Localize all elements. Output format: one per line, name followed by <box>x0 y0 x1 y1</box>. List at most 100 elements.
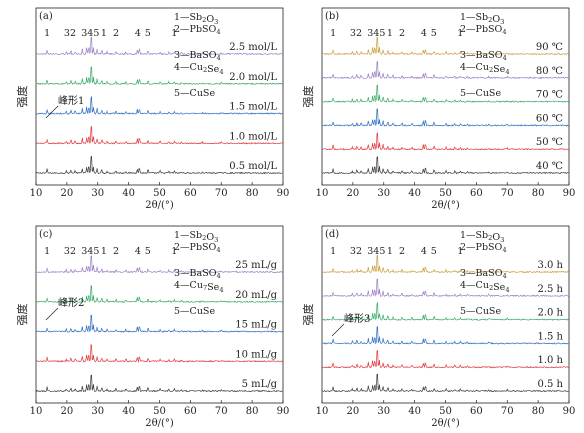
peak-marker: 1 <box>457 246 463 257</box>
panel-c: 10 20 30 40 50 60 70 80 90 2θ/(°) 强度 5 mL/g 10 mL/g 1… <box>15 225 290 429</box>
series-label: 20 mL/g <box>235 290 277 301</box>
x-tick-label: 80 <box>246 188 259 199</box>
series-line-1 <box>321 132 569 151</box>
series-label: 0.5 h <box>537 379 563 390</box>
x-tick-label: 20 <box>347 406 360 417</box>
x-tick-label: 50 <box>439 406 452 417</box>
x-tick-label: 80 <box>246 406 259 417</box>
x-tick-label: 20 <box>347 188 360 199</box>
peak-marker: 4 <box>421 28 427 39</box>
legend-entry: 3—BaSO4 <box>174 268 221 280</box>
series-label: 5 mL/g <box>242 379 278 390</box>
peak-marker: 345 <box>81 246 99 257</box>
x-tick-label: 60 <box>184 406 197 417</box>
legend-entry: 1—Sb2O3 <box>460 230 504 244</box>
peak-marker: 1 <box>387 28 393 39</box>
panel-label: (b) <box>325 11 339 22</box>
series-label: 1.5 h <box>537 331 563 342</box>
x-tick-label: 10 <box>316 406 329 417</box>
panel-a: 10 20 30 40 50 60 70 80 90 2θ/(°) 强度 0.5 mol/L 1.0 m… <box>15 7 289 211</box>
peak-marker: 2 <box>399 246 405 257</box>
series-line-4 <box>321 60 569 80</box>
legend-entry: 4—Cu2Se4 <box>174 62 224 76</box>
x-tick-label: 40 <box>122 188 135 199</box>
peak-marker: 345 <box>367 28 385 39</box>
series-label: 80 ℃ <box>536 66 563 77</box>
peak-marker: 4 <box>421 246 427 257</box>
x-tick-label: 50 <box>439 188 452 199</box>
legend-entry: 2—PbSO4 <box>460 24 507 36</box>
series-line-0 <box>35 374 283 393</box>
x-tick-label: 70 <box>501 188 514 199</box>
series-line-3 <box>321 301 569 321</box>
x-tick-label: 10 <box>30 188 43 199</box>
legend-entry: 3—BaSO4 <box>174 50 221 62</box>
series-line-1 <box>35 343 283 363</box>
series-line-0 <box>321 156 569 175</box>
legend-entry: 5—CuSe <box>174 306 215 317</box>
x-tick-label: 20 <box>61 188 74 199</box>
panel-label: (c) <box>39 229 53 240</box>
x-tick-label: 10 <box>316 188 329 199</box>
y-axis-title: 强度 <box>15 304 29 326</box>
legend-entry: 1—Sb2O3 <box>174 230 218 244</box>
x-tick-label: 60 <box>470 188 483 199</box>
x-tick-label: 30 <box>377 188 390 199</box>
series-line-4 <box>321 278 569 298</box>
x-tick-label: 10 <box>30 406 43 417</box>
series-line-2 <box>35 314 283 333</box>
peak-marker: 5 <box>145 28 151 39</box>
x-tick-label: 70 <box>215 188 228 199</box>
legend-entry: 4—Cu2Se4 <box>460 62 510 76</box>
peak-marker: 1 <box>44 28 50 39</box>
peak-marker: 1 <box>330 28 336 39</box>
x-tick-label: 70 <box>215 406 228 417</box>
peak-marker: 32 <box>64 28 76 39</box>
series-label: 50 ℃ <box>536 137 563 148</box>
x-axis-title: 2θ/(°) <box>431 200 460 211</box>
x-tick-label: 40 <box>408 188 421 199</box>
annotation-pointer <box>45 307 59 321</box>
annotation-pointer <box>331 323 345 337</box>
x-tick-label: 40 <box>408 406 421 417</box>
series-line-5 <box>321 254 569 274</box>
peak-marker: 5 <box>431 246 437 257</box>
peak-marker: 4 <box>135 28 141 39</box>
series-line-1 <box>321 349 569 369</box>
legend-entry: 2—PbSO4 <box>174 24 221 36</box>
series-label: 10 mL/g <box>235 349 277 360</box>
x-tick-label: 60 <box>184 188 197 199</box>
x-tick-label: 80 <box>532 188 545 199</box>
peak-marker: 1 <box>457 28 463 39</box>
x-tick-label: 90 <box>563 406 576 417</box>
peak-marker: 1 <box>101 246 107 257</box>
peak-marker: 1 <box>171 28 177 39</box>
peak-marker: 1 <box>330 246 336 257</box>
legend-entry: 5—CuSe <box>174 88 215 99</box>
x-tick-label: 90 <box>277 406 290 417</box>
x-tick-label: 80 <box>532 406 545 417</box>
annotation-pointer <box>45 105 59 119</box>
y-axis-title: 强度 <box>301 86 315 108</box>
series-line-0 <box>35 155 283 175</box>
x-tick-label: 60 <box>470 406 483 417</box>
legend-entry: 1—Sb2O3 <box>174 12 218 26</box>
legend-entry: 4—Cu2Se4 <box>460 280 510 294</box>
x-tick-label: 90 <box>563 188 576 199</box>
series-line-0 <box>321 373 569 393</box>
x-tick-label: 70 <box>501 406 514 417</box>
peak-marker: 4 <box>135 246 141 257</box>
peak-marker: 1 <box>387 246 393 257</box>
peak-marker: 345 <box>81 28 99 39</box>
legend-entry: 3—BaSO4 <box>460 268 507 280</box>
series-line-3 <box>35 66 283 86</box>
legend-entry: 4—Cu7Se4 <box>174 280 224 294</box>
peak-annotation: 峰形2 <box>58 297 84 309</box>
peak-annotation: 峰形3 <box>344 313 370 325</box>
series-label: 2.0 h <box>537 308 563 319</box>
series-line-3 <box>35 285 283 304</box>
series-label: 1.0 h <box>537 355 563 366</box>
legend-entry: 3—BaSO4 <box>460 50 507 62</box>
series-label: 2.0 mol/L <box>229 72 277 83</box>
x-tick-label: 50 <box>153 406 166 417</box>
